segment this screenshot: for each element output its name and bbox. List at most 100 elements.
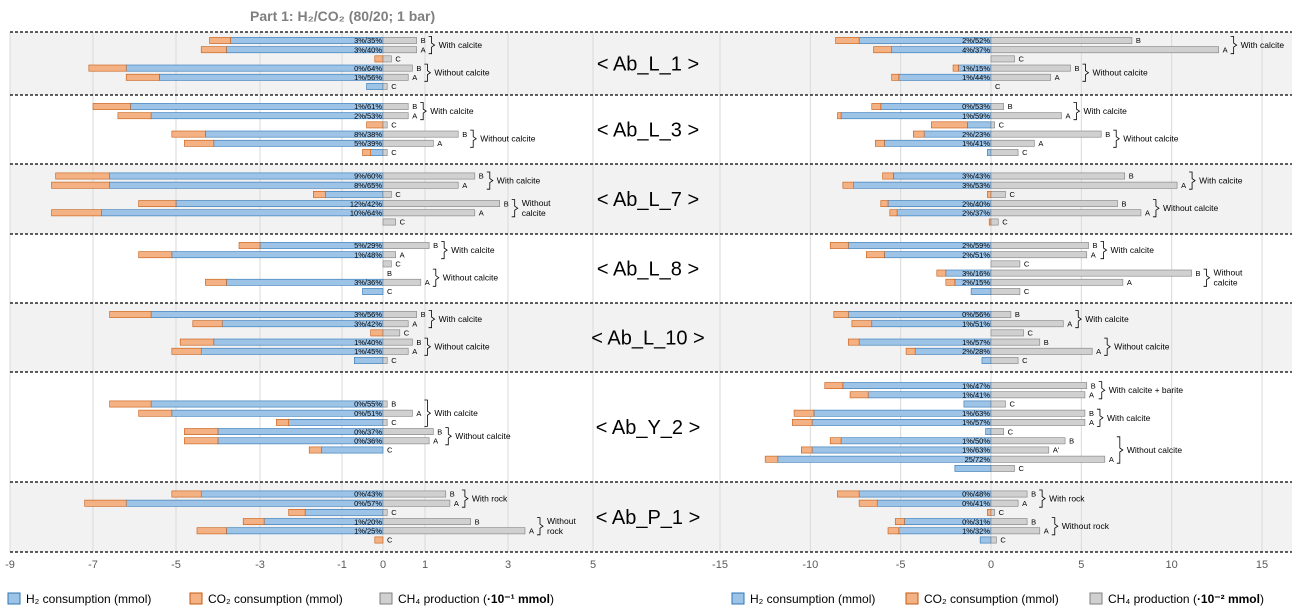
bar-ch4	[990, 499, 1019, 507]
bar-co2	[791, 418, 813, 426]
group-brace	[432, 268, 440, 287]
bar-percent-label: 1%/51%	[962, 319, 990, 328]
bar-co2	[837, 490, 860, 498]
brace-label: Without calcite	[1123, 134, 1179, 144]
bar-letter-label: B	[1136, 36, 1141, 45]
bar-ch4	[382, 112, 409, 120]
bar-letter-label: B	[391, 400, 396, 409]
bar-letter-label: B	[1031, 490, 1036, 499]
bar-letter-label: C	[387, 536, 393, 545]
bar-ch4	[990, 260, 1021, 268]
brace-label: Without calcite	[443, 273, 499, 283]
legend-label-ch4: CH₄ production (·10⁻¹ mmol)	[398, 592, 554, 606]
x-tick-label: -3	[255, 559, 265, 571]
bar-ch4	[382, 191, 392, 198]
brace-label: Without calcite	[455, 431, 511, 441]
bar-letter-label: A'	[1053, 446, 1060, 455]
bar-ch4	[990, 464, 1015, 472]
group-brace	[1082, 63, 1090, 82]
x-tick-label: -7	[88, 559, 98, 571]
bar-co2	[800, 446, 813, 454]
bar-ch4	[382, 508, 388, 516]
bar-ch4	[382, 278, 422, 286]
bar-percent-label: 3%/53%	[962, 181, 990, 190]
bar-letter-label: C	[395, 190, 401, 199]
bar-letter-label: C	[404, 329, 410, 338]
bar-co2	[138, 409, 173, 417]
bar-co2	[880, 200, 889, 207]
legend-swatch-ch4	[1089, 592, 1103, 605]
bar-ch4	[990, 455, 1106, 463]
bar-letter-label: C	[1024, 260, 1030, 269]
bar-ch4	[990, 508, 995, 516]
bar-ch4	[382, 130, 459, 138]
bar-co2	[308, 446, 322, 454]
bar-ch4	[990, 490, 1028, 498]
x-tick-label: -5	[896, 559, 906, 571]
bar-letter-label: A	[433, 437, 438, 446]
bar-h2	[125, 499, 384, 507]
bar-co2	[875, 139, 885, 147]
bar-h2	[954, 464, 992, 472]
bar-ch4	[382, 527, 526, 535]
bar-co2	[905, 347, 916, 355]
bar-percent-label: 1%/15%	[962, 64, 990, 73]
bar-letter-label: B	[437, 427, 442, 436]
bar-ch4	[990, 347, 1093, 355]
bar-letter-label: A	[1038, 139, 1043, 148]
bar-co2	[238, 242, 261, 249]
group-brace	[511, 199, 519, 218]
brace-label: Without	[1214, 268, 1243, 278]
bar-ch4	[382, 357, 388, 364]
bar-ch4	[990, 400, 1006, 408]
bar-h2	[979, 536, 992, 544]
bar-co2	[871, 103, 882, 110]
bar-ch4	[990, 518, 1028, 525]
bar-percent-label: 0%/41%	[962, 499, 990, 508]
bar-percent-label: 1%/32%	[962, 527, 990, 536]
bar-co2	[952, 64, 959, 72]
bar-letter-label: A	[421, 45, 426, 54]
bar-letter-label: C	[387, 287, 393, 296]
bar-co2	[362, 149, 371, 156]
bar-percent-label: 1%/48%	[354, 250, 382, 259]
bar-co2	[913, 130, 925, 138]
bar-ch4	[382, 37, 417, 44]
bar-letter-label: C	[387, 446, 393, 455]
bar-letter-label: C	[995, 82, 1001, 91]
bar-ch4	[382, 260, 392, 268]
bar-co2	[242, 518, 265, 525]
bar-percent-label: 25/72%	[965, 455, 991, 464]
bar-h2	[304, 508, 384, 516]
bar-ch4	[382, 242, 430, 249]
bar-co2	[88, 64, 127, 72]
bar-letter-label: B	[1008, 102, 1013, 111]
x-tick-label: -10	[802, 559, 818, 571]
bar-letter-label: A	[412, 111, 417, 120]
bar-co2	[125, 73, 160, 81]
bars-layer	[51, 37, 1219, 544]
bar-ch4	[382, 181, 459, 189]
bar-letter-label: A	[1022, 499, 1027, 508]
bar-co2	[764, 455, 779, 463]
bar-letter-label: A	[412, 319, 417, 328]
bar-percent-label: 2%/52%	[962, 36, 990, 45]
bar-co2	[835, 37, 860, 44]
x-tick-label: 3	[505, 559, 511, 571]
bar-co2	[51, 181, 110, 189]
group-brace	[1100, 241, 1108, 260]
bar-percent-label: 1%/57%	[962, 418, 990, 427]
bar-ch4	[382, 149, 388, 156]
bar-h2	[171, 251, 384, 259]
bar-h2	[125, 64, 384, 72]
group-name-label: < Ab_Y_2 >	[596, 417, 701, 439]
bar-ch4	[382, 251, 396, 259]
group-brace	[420, 102, 427, 121]
bar-percent-label: 1%/56%	[354, 73, 382, 82]
group-brace	[445, 427, 453, 446]
group-brace	[1113, 129, 1120, 148]
bar-ch4	[990, 130, 1102, 138]
bar-h2	[325, 191, 384, 198]
bar-letter-label: A	[416, 409, 421, 418]
